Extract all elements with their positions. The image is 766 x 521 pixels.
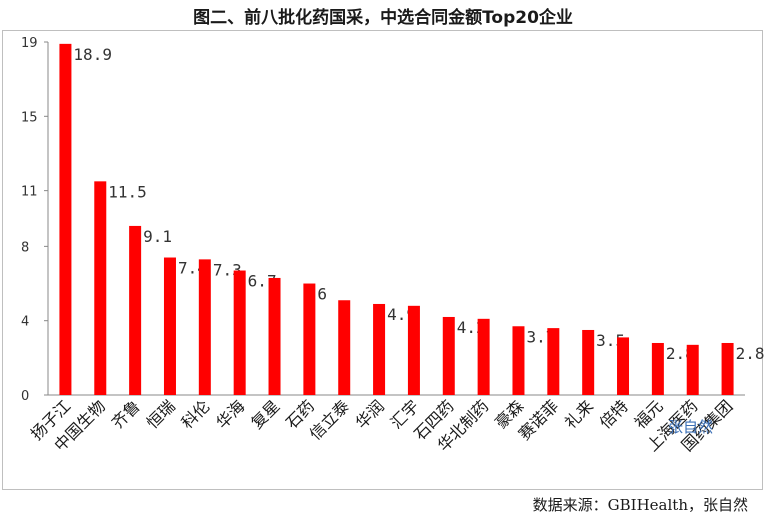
- x-tick-label: 倍特: [596, 396, 632, 432]
- bar: [686, 344, 699, 395]
- y-tick-label: 15: [21, 110, 38, 125]
- bar: [94, 181, 107, 395]
- chart-frame: [2, 30, 763, 490]
- y-tick-label: 0: [21, 389, 29, 404]
- y-tick-label: 8: [21, 240, 29, 255]
- bar: [582, 329, 595, 395]
- source-note: 数据来源：GBIHealth，张自然: [532, 496, 748, 514]
- bar: [129, 225, 142, 395]
- data-label: 9.1: [143, 227, 172, 246]
- x-tick-label: 礼来: [561, 396, 597, 432]
- x-tick-label: 华海: [212, 396, 248, 432]
- watermark-text: 张自然: [668, 418, 713, 436]
- y-tick-label: 19: [21, 36, 38, 51]
- bar: [163, 257, 176, 395]
- data-label: 18.9: [73, 45, 112, 64]
- x-tick-label: 复星: [247, 396, 283, 432]
- x-tick-label: 华润: [352, 396, 388, 432]
- bar: [407, 305, 420, 395]
- y-tick-label: 4: [21, 315, 29, 330]
- bar: [303, 283, 316, 395]
- bar: [59, 43, 72, 395]
- bar: [233, 270, 246, 395]
- bar: [442, 316, 455, 395]
- bar: [651, 342, 664, 395]
- y-tick-label: 11: [21, 185, 38, 200]
- bar: [547, 328, 560, 395]
- x-tick-label: 信立泰: [306, 396, 353, 443]
- bar: [198, 259, 211, 395]
- data-label: 2.8: [736, 344, 765, 363]
- data-label: 11.5: [108, 182, 147, 201]
- x-tick-label: 齐鲁: [108, 396, 144, 432]
- data-label: 6: [317, 285, 327, 304]
- bar: [477, 318, 490, 395]
- x-tick-label: 恒瑞: [143, 396, 179, 432]
- bar: [512, 326, 525, 395]
- bar: [373, 303, 386, 395]
- bar: [268, 277, 281, 395]
- x-tick-label: 科伦: [178, 396, 214, 432]
- bar: [338, 300, 351, 395]
- bar: [617, 337, 630, 395]
- chart-title: 图二、前八批化药国采，中选合同金额Top20企业: [193, 8, 573, 28]
- x-tick-label: 赛诺菲: [515, 396, 562, 443]
- bar: [721, 342, 734, 395]
